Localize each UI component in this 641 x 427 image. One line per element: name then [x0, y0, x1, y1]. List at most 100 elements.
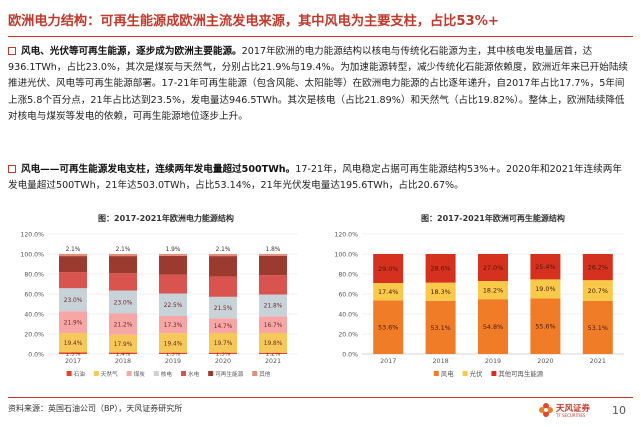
data-label: 14.7%: [214, 324, 233, 330]
y-tick-label: 100.0%: [334, 252, 358, 259]
bar-segment: [159, 274, 187, 294]
bar-segment: [209, 318, 237, 333]
legend-swatch: [462, 371, 468, 376]
bar-segment: [109, 254, 137, 257]
data-label: 2.1%: [216, 247, 231, 253]
bar-segment: [109, 256, 137, 274]
data-label: 55.6%: [535, 323, 555, 331]
data-label: 1.3%: [216, 352, 231, 358]
page-number: 10: [612, 404, 626, 417]
legend-label: 石油: [74, 370, 86, 378]
x-tick-label: 2018: [115, 357, 131, 365]
data-label: 53.6%: [378, 324, 398, 332]
data-label: 20.7%: [588, 287, 608, 295]
left-chart-title: 图：2017-2021年欧洲电力能源结构: [98, 214, 234, 223]
legend-label: 风电: [441, 369, 454, 378]
data-label: 17.3%: [164, 323, 183, 329]
data-label: 19.7%: [214, 341, 233, 347]
bar-segment: [159, 293, 187, 316]
data-label: 19.0%: [535, 285, 555, 293]
bar-segment: [530, 279, 561, 299]
data-label: 18.2%: [483, 286, 503, 294]
bar-segment: [109, 334, 137, 353]
legend-label: 煤炭: [134, 370, 146, 378]
data-label: 23.0%: [64, 298, 83, 304]
x-tick-label: 2017: [65, 357, 81, 365]
x-tick-label: 2019: [165, 357, 181, 365]
bar-segment: [259, 254, 287, 256]
bar-segment: [59, 256, 87, 273]
right-chart-title: 图：2017-2021年欧洲可再生能源结构: [421, 214, 565, 223]
data-label: 18.3%: [430, 288, 450, 296]
bar-segment: [159, 255, 187, 275]
x-tick-label: 2018: [432, 357, 448, 365]
bar-segment: [209, 352, 237, 354]
bar-segment: [109, 273, 137, 291]
bar-segment: [259, 294, 287, 317]
data-label: 19.4%: [64, 341, 83, 347]
bar-segment: [373, 254, 404, 283]
y-tick-label: 100.0%: [20, 252, 44, 259]
y-tick-label: 60.0%: [338, 292, 358, 299]
legend-label: 天然气: [101, 370, 118, 378]
bar-segment: [259, 316, 287, 333]
logo-subtitle: TF SECURITIES: [556, 413, 586, 418]
bar-segment: [209, 296, 237, 319]
y-tick-label: 0.0%: [342, 352, 358, 359]
legend-label: 核电: [161, 370, 173, 378]
data-label: 28.6%: [430, 265, 450, 273]
renewable-structure-chart: 0.0% 20.0% 40.0% 60.0% 80.0% 100.0% 120.0% 53.6…: [334, 232, 624, 378]
legend-swatch: [93, 371, 99, 376]
bar-segment: [109, 313, 137, 335]
data-label: 2.1%: [116, 247, 131, 253]
legend-swatch: [433, 371, 439, 376]
x-tick-label: 2020: [215, 357, 231, 365]
legend-label: 水电: [188, 370, 200, 378]
legend-label: 可再生能源: [215, 370, 243, 378]
bar-segment: [530, 254, 561, 280]
paragraph-lead: 风电——可再生能源发电支柱，连续两年发电量超过500TWh。: [21, 164, 296, 175]
footer-divider: [8, 397, 633, 398]
bar-segment: [259, 255, 287, 276]
data-label: 54.8%: [483, 323, 503, 331]
paragraph-lead: 风电、光伏等可再生能源，逐步成为欧洲主要能源。: [21, 46, 242, 57]
data-label: 21.9%: [64, 320, 83, 326]
logo-name: 天风证券: [556, 404, 591, 414]
y-tick-label: 80.0%: [338, 272, 358, 279]
data-label: 19.4%: [164, 341, 183, 347]
bar-segment: [582, 280, 613, 301]
bar-segment: [373, 300, 404, 354]
bar-segment: [59, 311, 87, 334]
bar-segment: [259, 275, 287, 295]
bar-segment: [109, 352, 137, 354]
bar-segment: [209, 276, 237, 297]
data-label: 19.8%: [264, 341, 283, 347]
data-label: 22.5%: [164, 303, 183, 309]
legend-label: 其他可再生能源: [498, 369, 543, 378]
paragraph-renewables: 风电、光伏等可再生能源，逐步成为欧洲主要能源。2017年欧洲的电力能源结构以核电…: [8, 44, 630, 125]
paragraph-wind: 风电——可再生能源发电支柱，连续两年发电量超过500TWh。17-21年，风电稳…: [8, 162, 630, 194]
data-label: 25.4%: [535, 263, 555, 271]
y-tick-label: 120.0%: [20, 232, 44, 239]
data-label: 21.2%: [114, 322, 133, 328]
data-label: 1.5%: [66, 352, 81, 358]
x-tick-label: 2017: [380, 357, 396, 365]
data-label: 53.1%: [430, 324, 450, 332]
flower-logo-icon: [539, 403, 553, 417]
legend-swatch: [208, 371, 214, 376]
company-logo: 天风证券 TF SECURITIES: [538, 400, 598, 422]
checkbox-bullet-icon: [8, 47, 16, 55]
bar-segment: [209, 256, 237, 277]
data-label: 29.0%: [378, 265, 398, 273]
y-tick-label: 60.0%: [24, 292, 44, 299]
page-title: 欧洲电力结构：可再生能源成欧洲主流发电来源，其中风电为主要支柱，占比53%+: [8, 14, 499, 29]
legend-label: 其他: [259, 370, 271, 378]
bar-segment: [59, 352, 87, 354]
bar-segment: [425, 254, 456, 283]
data-label: 21.8%: [264, 304, 283, 310]
x-tick-label: 2021: [265, 357, 281, 365]
bar-segment: [209, 254, 237, 257]
bar-segment: [530, 298, 561, 354]
bar-segment: [582, 254, 613, 281]
legend-swatch: [126, 371, 132, 376]
